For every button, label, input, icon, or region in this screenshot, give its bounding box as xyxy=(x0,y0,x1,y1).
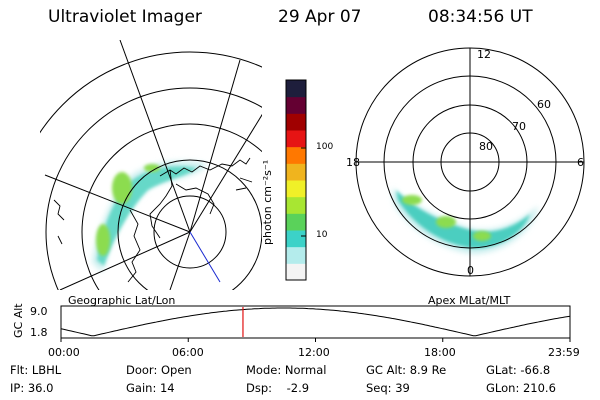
nadir-track xyxy=(189,231,221,283)
timeline-xtick-4: 23:59 xyxy=(548,346,580,359)
colorbar-segment xyxy=(286,80,306,98)
graticule-lat xyxy=(40,51,262,290)
coastline xyxy=(53,157,253,283)
polar-plot xyxy=(355,47,585,277)
status-ip: IP: 36.0 xyxy=(10,381,54,395)
status-gc-alt: GC Alt: 8.9 Re xyxy=(366,363,447,377)
colorbar-frame xyxy=(285,79,307,281)
timeline-frame xyxy=(60,305,571,339)
colorbar-segment xyxy=(286,130,306,148)
status-seq: Seq: 39 xyxy=(366,381,410,395)
mlt-label-18: 18 xyxy=(346,156,360,169)
colorbar-segment xyxy=(286,230,306,248)
aurora-emission-left xyxy=(92,161,206,272)
colorbar-segment xyxy=(286,180,306,198)
colorbar-segment xyxy=(286,196,306,214)
colorbar-segment xyxy=(286,213,306,231)
colorbar-tick-100: 100 xyxy=(316,142,334,152)
timeline-ytick-top: 9.0 xyxy=(30,305,48,318)
status-glon: GLon: 210.6 xyxy=(486,381,556,395)
status-dsp: Dsp: -2.9 xyxy=(246,381,310,395)
timeline-ytick-bottom: 1.8 xyxy=(30,326,48,339)
polar-grid xyxy=(355,47,585,277)
altitude-curve xyxy=(60,307,571,337)
colorbar-segment xyxy=(286,263,306,281)
colorbar xyxy=(285,79,307,281)
colorbar-tick-10: 10 xyxy=(316,230,328,240)
mlt-label-6: 6 xyxy=(577,156,584,169)
timeline-xtick-0: 00:00 xyxy=(48,346,80,359)
mlat-label-70: 70 xyxy=(512,120,526,133)
colorbar-segment xyxy=(286,96,306,114)
geographic-label: Geographic Lat/Lon xyxy=(68,294,176,307)
timeline-xtick-1: 06:00 xyxy=(172,346,204,359)
status-glat: GLat: -66.8 xyxy=(486,363,551,377)
timeline-ylabel: GC Alt xyxy=(12,303,25,338)
colorbar-segment xyxy=(286,146,306,164)
status-filter: Flt: LBHL xyxy=(10,363,62,377)
geographic-map xyxy=(40,40,262,290)
status-gain: Gain: 14 xyxy=(126,381,175,395)
colorbar-segment xyxy=(286,163,306,181)
graticule-lon xyxy=(44,40,262,290)
colorbar-segment xyxy=(286,246,306,264)
mlat-label-80: 80 xyxy=(479,140,493,153)
colorbar-segment xyxy=(286,113,306,131)
status-door: Door: Open xyxy=(126,363,192,377)
mlt-label-0: 0 xyxy=(467,264,474,277)
timeline-xtick-3: 18:00 xyxy=(424,346,456,359)
instrument-title: Ultraviolet Imager xyxy=(48,7,202,27)
status-mode: Mode: Normal xyxy=(246,363,327,377)
time-label: 08:34:56 UT xyxy=(428,7,533,27)
apex-label: Apex MLat/MLT xyxy=(428,294,511,307)
timeline-xtick-2: 12:00 xyxy=(298,346,330,359)
mlt-label-12: 12 xyxy=(477,48,491,61)
mlat-label-60: 60 xyxy=(537,98,551,111)
date-label: 29 Apr 07 xyxy=(278,7,362,27)
